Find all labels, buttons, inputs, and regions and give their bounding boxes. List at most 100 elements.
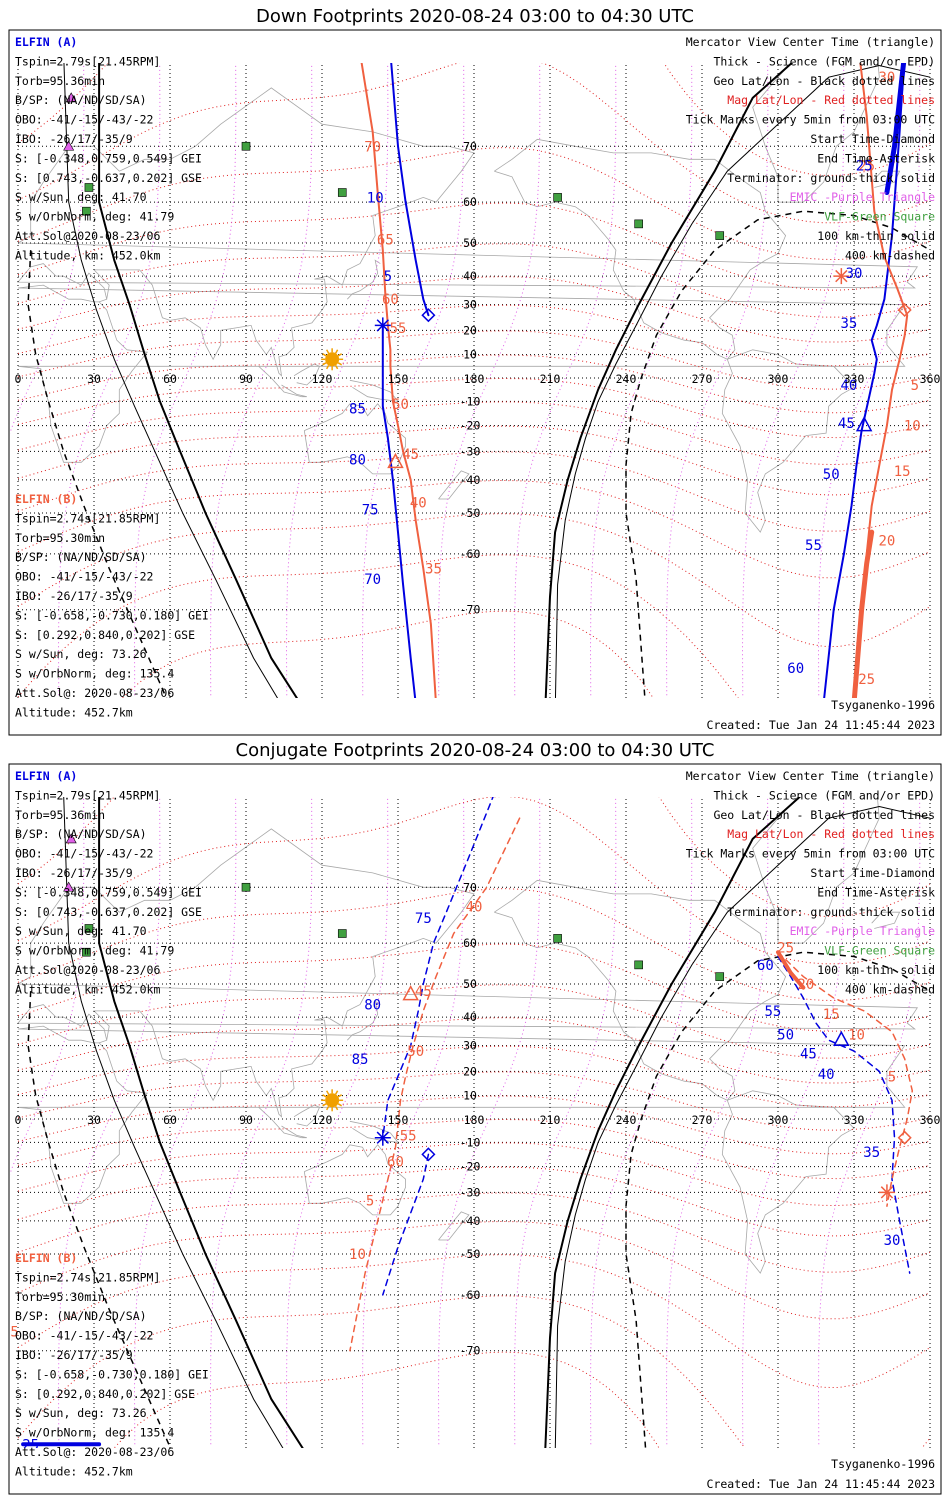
start-diamond-marker: [421, 1147, 436, 1162]
latitude-tick-label: 70: [463, 880, 477, 894]
latitude-tick-label: 20: [463, 323, 477, 337]
elfin-b-track: [777, 951, 914, 1207]
coastline: [293, 1104, 321, 1127]
elfin-b-info-line: Altitude: 452.7km: [15, 705, 133, 719]
legend-entry: EMIC -Purple Triangle: [790, 924, 935, 938]
track-time-label: 35: [841, 316, 858, 332]
latitude-tick-label: 20: [463, 1064, 477, 1078]
mag-longitude-line: [513, 63, 617, 698]
elfin-b-info-line: S w/Sun, deg: 73.26: [15, 1406, 147, 1420]
track-time-label: 30: [884, 1233, 901, 1249]
elfin-a-info-line: Tspin=2.79s[21.45RPM]: [15, 788, 160, 802]
latitude-tick-label: 30: [463, 1039, 477, 1053]
latitude-tick-label: -10: [460, 394, 481, 408]
track-time-label: 35: [863, 1145, 880, 1161]
track-time-label: 50: [777, 1028, 794, 1044]
mag-latitude-line: [17, 243, 931, 318]
longitude-tick-label: 330: [844, 372, 865, 386]
mag-latitude-line: [17, 401, 931, 466]
terminator-line: [554, 805, 931, 1448]
mag-longitude-line: [209, 63, 313, 698]
mag-longitude-line: [589, 63, 693, 698]
elfin-a-info-line: S w/OrbNorm, deg: 41.79: [15, 944, 174, 958]
track-time-label: 45: [415, 984, 432, 1000]
track-time-label: 10: [848, 1028, 865, 1044]
track-time-label: 70: [364, 572, 381, 588]
elfin-a-info-line: B/SP: (NA/ND/SD/SA): [15, 827, 147, 841]
track-time-label: 20: [797, 977, 814, 993]
longitude-tick-label: 90: [239, 1113, 253, 1127]
coastline: [721, 1090, 855, 1274]
mag-longitude-line: [285, 797, 389, 1445]
vlf-station-square: [553, 193, 562, 202]
track-time-label: 25: [22, 1437, 39, 1453]
mag-latitude-line: [17, 513, 931, 648]
longitude-tick-label: 60: [163, 372, 177, 386]
elfin-a-info-line: Att.Sol@2020-08-23/06: [15, 229, 160, 243]
latitude-tick-label: -30: [460, 444, 481, 458]
model-label: Tsyganenko-1996: [831, 1457, 935, 1471]
elfin-b-info-line: Tspin=2.74s[21.85RPM]: [15, 1270, 160, 1284]
model-label: Tsyganenko-1996: [831, 698, 935, 712]
track-time-label: 45: [800, 1047, 817, 1063]
created-label: Created: Tue Jan 24 11:45:44 2023: [707, 718, 936, 732]
mag-longitude-line: [57, 797, 161, 1445]
vlf-station-square: [82, 206, 91, 216]
elfin-b-info-line: Att.Sol@: 2020-08-23/06: [15, 686, 174, 700]
longitude-tick-label: 90: [239, 372, 253, 386]
coastline: [494, 879, 787, 1101]
latitude-tick-label: 60: [463, 936, 477, 950]
terminator-line: [554, 64, 931, 698]
longitude-tick-label: 300: [768, 372, 789, 386]
end-asterisk-marker: [374, 1129, 391, 1146]
elfin-b-info-line: S w/Sun, deg: 73.26: [15, 647, 147, 661]
legend-entry: 400 km-dashed: [845, 248, 935, 262]
mag-longitude-line: [285, 63, 389, 698]
start-diamond-marker: [421, 308, 436, 323]
elfin-b-info-line: S w/OrbNorm, deg: 135.4: [15, 667, 174, 681]
legend-entry: Mercator View Center Time (triangle): [686, 35, 935, 49]
vlf-station-square: [337, 929, 347, 938]
longitude-tick-label: 210: [540, 1113, 561, 1127]
elfin-a-info-line: S: [0.743,-0.637,0.202] GSE: [15, 905, 202, 919]
legend-entry: Thick - Science (FGM and/or EPD): [713, 788, 935, 802]
latitude-tick-label: -20: [460, 1160, 481, 1174]
latitude-tick-label: -10: [460, 1135, 481, 1149]
latitude-tick-label: -40: [460, 473, 481, 487]
track-time-label: 30: [879, 70, 896, 86]
legend-entry: Start Time-Diamond: [810, 866, 935, 880]
vlf-station-square: [337, 188, 347, 197]
elfin-b-info-line: S: [-0.658,-0.730,0.180] GEI: [15, 1367, 209, 1381]
coastline: [438, 1211, 470, 1241]
vlf-station-square: [241, 882, 251, 892]
mag-longitude-line: [133, 797, 237, 1445]
vlf-station-square: [634, 960, 643, 970]
terminator-line: [544, 797, 802, 1448]
track-time-label: 5: [888, 1069, 896, 1085]
latitude-tick-label: 50: [463, 977, 477, 991]
legend-entry: Terminator: ground-thick solid: [727, 905, 935, 919]
mag-longitude-line: [589, 797, 693, 1445]
track-time-label: 25: [858, 672, 875, 688]
elfin-a-info-line: S: [0.743,-0.637,0.202] GSE: [15, 171, 202, 185]
vlf-station-square: [84, 924, 94, 933]
panel-title: Down Footprints 2020-08-24 03:00 to 04:3…: [256, 6, 694, 27]
elfin-a-info-line: IBO: -26/17/-35/9: [15, 132, 133, 146]
coastline: [347, 1000, 381, 1041]
track-time-label: 10: [349, 1247, 366, 1263]
track-time-label: 40: [841, 378, 858, 394]
legend-entry: Mercator View Center Time (triangle): [686, 769, 935, 783]
legend-entry: 100 km-thin solid: [817, 963, 935, 977]
terminator-line: [625, 951, 931, 1448]
track-time-label: 65: [377, 232, 394, 248]
created-label: Created: Tue Jan 24 11:45:44 2023: [707, 1477, 936, 1491]
coastline: [347, 259, 381, 300]
end-asterisk-marker: [374, 317, 391, 334]
mag-longitude-line: [361, 63, 465, 698]
vlf-station-square: [82, 947, 91, 957]
track-time-label: 85: [349, 402, 366, 418]
track-time-label: 20: [879, 533, 896, 549]
legend-entry: Geo Lat/Lon - Black dotted lines: [713, 74, 935, 88]
track-time-label: 50: [823, 467, 840, 483]
